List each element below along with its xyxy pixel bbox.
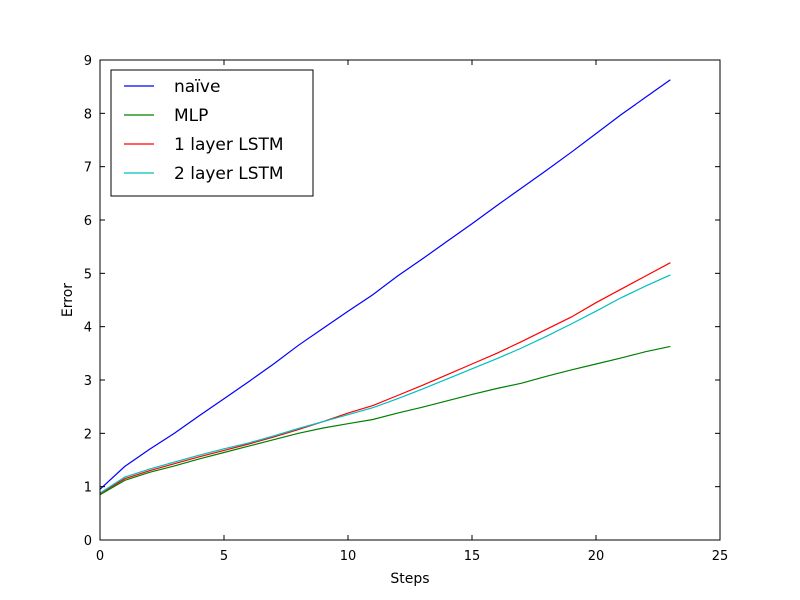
y-tick-label: 0: [84, 534, 92, 549]
series-line-4: [99, 274, 671, 494]
legend-box: [110, 69, 314, 197]
axes-frame: [99, 59, 721, 541]
legend-label: 1 layer LSTM: [174, 135, 284, 155]
x-tick-label: 20: [588, 549, 605, 564]
series-line-3: [99, 262, 671, 495]
y-tick-label: 5: [84, 267, 92, 282]
y-axis-ticks: 0 1 2 3 4 5 6 7 8 9: [84, 54, 720, 549]
x-tick-label: 5: [220, 549, 228, 564]
series-line-2: [99, 345, 671, 496]
series-line-1: [99, 79, 671, 490]
legend-label: MLP: [174, 106, 208, 126]
y-tick-label: 4: [84, 321, 92, 336]
legend-label: naïve: [174, 77, 220, 97]
y-tick-label: 8: [84, 107, 92, 122]
x-axis-label: Steps: [390, 571, 429, 587]
x-tick-label: 25: [712, 549, 729, 564]
y-tick-label: 3: [84, 374, 92, 389]
x-axis-ticks: 0 5 10 15 20 25: [96, 60, 728, 564]
series-layer: [99, 79, 671, 496]
y-tick-label: 1: [84, 481, 92, 496]
y-tick-label: 7: [84, 161, 92, 176]
y-tick-label: 6: [84, 214, 92, 229]
y-tick-label: 2: [84, 427, 92, 442]
x-tick-label: 0: [96, 549, 104, 564]
legend: naïve MLP 1 layer LSTM 2 layer LSTM: [110, 69, 314, 197]
legend-label: 2 layer LSTM: [174, 164, 284, 184]
y-axis-label: Error: [60, 283, 76, 317]
x-tick-label: 10: [340, 549, 357, 564]
x-tick-label: 15: [464, 549, 481, 564]
y-tick-label: 9: [84, 54, 92, 69]
